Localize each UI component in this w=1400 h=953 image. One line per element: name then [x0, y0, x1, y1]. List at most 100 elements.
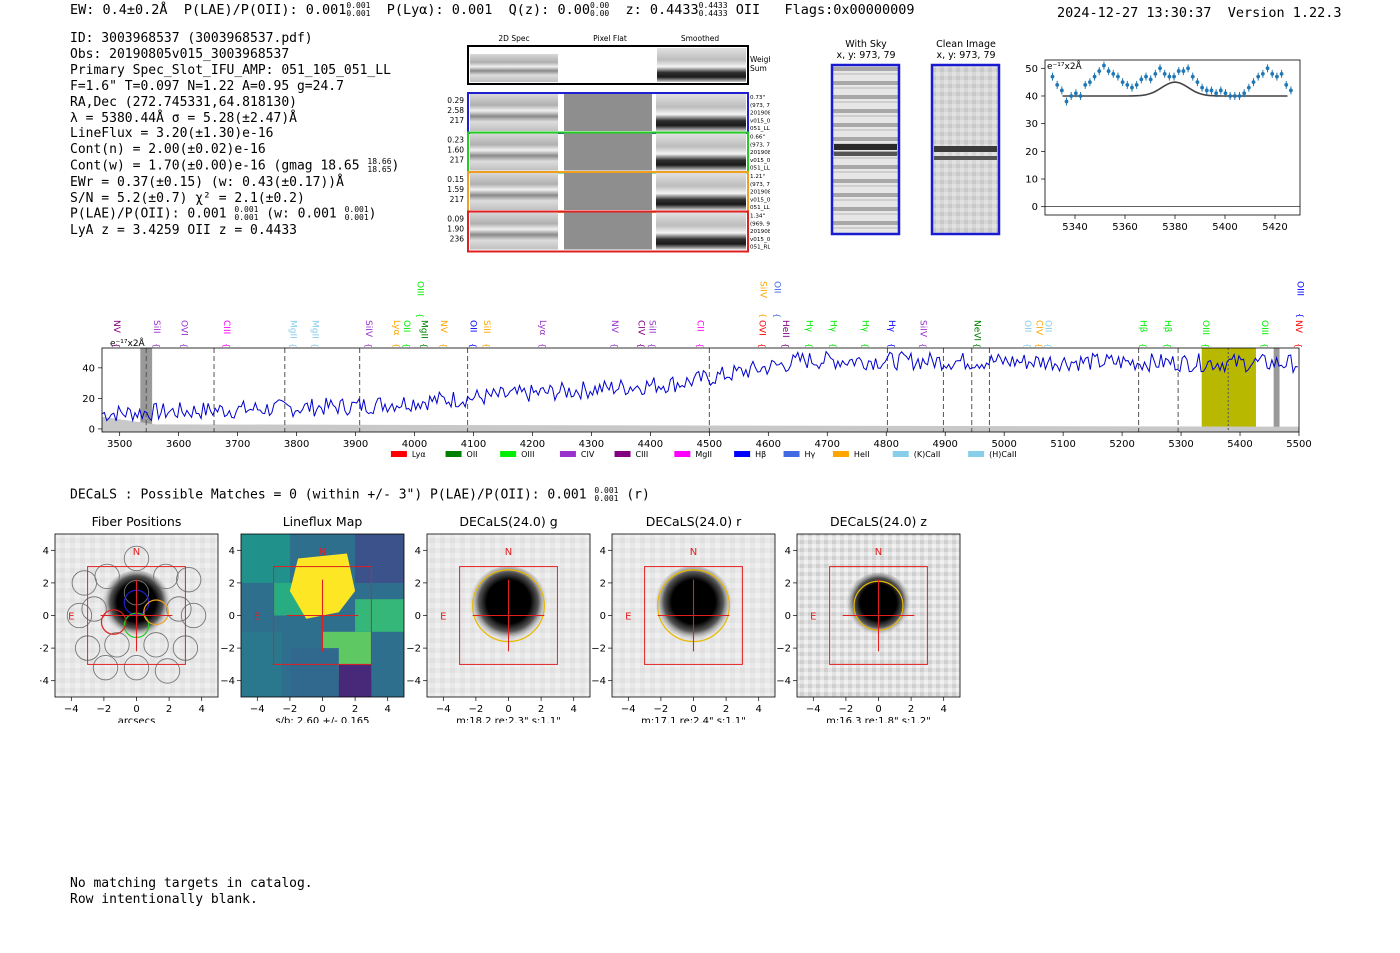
spectrum-xtick-label: 4700 [815, 439, 840, 450]
svg-text:NV: NV [1293, 320, 1303, 334]
info-fwhm: F=1.6" T=0.097 N=1.22 A=0.95 g=24.7 [70, 78, 344, 94]
info-plae-w: (w: 0.001 [266, 206, 337, 222]
weighted-sum-smoothed-image [657, 48, 746, 82]
panel-ytick-label: 0 [415, 611, 421, 622]
fiber-circle [153, 563, 179, 590]
line-fit-point [1120, 78, 1125, 87]
svg-text:CIII: CIII [221, 320, 231, 334]
spectrum-masked-region [1273, 348, 1280, 432]
fiber-circle [92, 654, 119, 681]
panel-ytick-label: −2 [776, 644, 791, 655]
svg-text:{: { [772, 313, 781, 318]
panel-ytick-label: 0 [600, 611, 606, 622]
svg-text:{: { [439, 343, 448, 348]
image-panel: N E −4 −4 −2 −2 0 0 2 2 4 4 DECaLS(24.0) z m:16.3 re:… [776, 514, 961, 723]
spectrum-xtick-label: 3900 [343, 439, 368, 450]
line-fit-point [1237, 91, 1242, 100]
panel-xtick-label: 0 [875, 704, 881, 715]
svg-text:{: { [781, 343, 790, 348]
panel-xtick-label: −4 [64, 704, 79, 715]
info-ewr: EWr = 0.37(±0.15) (w: 0.43(±0.17))Å [70, 174, 344, 190]
spectrum-line-label: OIII { [1294, 281, 1304, 318]
panel-xtick-label: −4 [436, 704, 451, 715]
line-fit-ytick-label: 50 [1025, 64, 1038, 75]
cutout-row-left-label: 1.60 [447, 146, 464, 155]
panel-xtick-label: 4 [199, 704, 205, 715]
svg-text:{: { [647, 343, 656, 348]
image-panel: N E −4 −4 −2 −2 0 0 2 2 4 4 DECaLS(24.0) r m:17.1 re:… [591, 514, 776, 723]
decals-plae-hi: 0.001 [594, 486, 619, 495]
line-fit-point [1069, 91, 1074, 100]
svg-text:{: { [538, 343, 547, 348]
svg-text:OVI: OVI [179, 320, 189, 336]
lineflux-map-cell [289, 648, 339, 697]
svg-text:SiIV: SiIV [758, 281, 768, 299]
line-fit-point [1073, 89, 1078, 98]
line-fit-point [1256, 72, 1261, 81]
header-flags: Flags:0x00000009 [784, 2, 915, 18]
panel-title: DECaLS(24.0) z [830, 514, 927, 529]
info-id: ID: 3003968537 (3003968537.pdf) [70, 31, 313, 46]
line-fit-unit-label: e⁻¹⁷x2Å [1047, 60, 1083, 72]
spectrum-line-label: SiIV { [363, 320, 373, 348]
cutout-row-left-label: 217 [450, 116, 465, 125]
svg-text:CIV: CIV [581, 450, 595, 459]
spectrum-xtick-label: 5100 [1050, 439, 1075, 450]
info-plae-hi: 0.001 [234, 205, 259, 215]
spectrum-legend-item: CIII [614, 450, 648, 459]
header-z-lo: 0.4433 [698, 9, 728, 18]
line-fit-point [1055, 80, 1060, 89]
svg-text:{: { [887, 343, 896, 348]
info-sn: S/N = 5.2(±0.7) χ² = 2.1(±0.2) [70, 190, 305, 206]
fiber-circle-highlight [143, 599, 169, 626]
panel-xtick-label: 2 [538, 704, 544, 715]
svg-text:{: { [759, 313, 768, 318]
spectrum-legend-item: MgII [674, 450, 712, 459]
spectrum-line-label: OII { [1043, 320, 1053, 348]
spectrum-line-label: Hγ { [827, 320, 837, 348]
cutout-pixel-flat [564, 173, 652, 210]
info-lineflux: LineFlux = 3.20(±1.30)e-16 [70, 126, 274, 142]
spectrum-line-label: SiII { [481, 320, 491, 348]
svg-text:{: { [1294, 343, 1303, 348]
cutout-row-right-label: 051_LL_008 [750, 205, 770, 211]
panel-ytick-label: 0 [229, 611, 235, 622]
svg-text:HeII: HeII [780, 320, 790, 338]
line-fit-xtick-label: 5360 [1112, 222, 1137, 233]
line-fit-point [1050, 72, 1055, 81]
svg-text:{: { [469, 343, 478, 348]
spectrum-line-label: Hγ { [860, 320, 870, 348]
spectrum-line-label: OII { [468, 320, 478, 348]
cutout-2d-spec [470, 173, 558, 210]
line-fit-point [1092, 72, 1097, 81]
clean-image-title: Clean Image [936, 39, 996, 50]
spectrum-line-label: CIV { [1034, 320, 1044, 348]
with-sky-coords: x, y: 973, 79 [836, 50, 895, 61]
spectrum-line-label: SiII { [151, 320, 161, 348]
image-panel: N E −4 −4 −2 −2 0 0 2 2 4 4 Fiber Positions arcsecs [40, 514, 219, 723]
compass-north: N [875, 547, 882, 558]
spectrum-line-label: OIII { [415, 281, 425, 318]
cutout-row-left-label: 1.90 [447, 225, 464, 234]
svg-text:HeII: HeII [854, 450, 870, 459]
svg-text:{: { [918, 343, 927, 348]
compass-north: N [505, 547, 512, 558]
svg-text:{: { [402, 343, 411, 348]
weighted-label-1: Weighted [750, 55, 770, 64]
svg-text:OIII: OIII [1200, 320, 1210, 335]
spectrum-xtick-label: 4600 [756, 439, 781, 450]
line-fit-point [1200, 83, 1204, 92]
line-fit-point [1153, 69, 1158, 78]
panel-caption: m:17.1 re:2.4" s:1.1" [641, 716, 746, 723]
line-fit-point [1125, 80, 1130, 89]
fiber-circle [66, 602, 93, 629]
cutout-2d-spec [470, 94, 558, 131]
line-fit-point [1102, 61, 1106, 70]
line-fit-point [1097, 67, 1102, 76]
line-fit-point [1214, 89, 1219, 98]
cutout-smoothed [656, 173, 746, 210]
spectrum-line-label: Lyα { [391, 320, 401, 348]
footer-line-2: Row intentionally blank. [70, 891, 258, 907]
svg-text:{: { [364, 343, 373, 348]
spectrum-line-label: Hγ { [804, 320, 814, 348]
